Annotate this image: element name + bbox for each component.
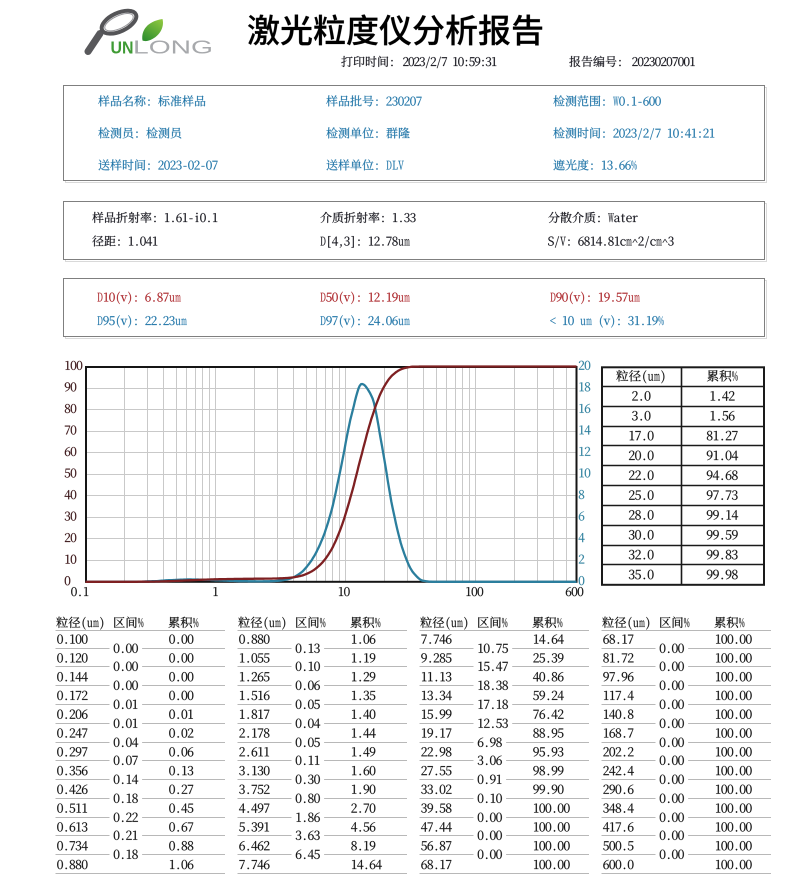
svg-text:LONG: LONG bbox=[133, 37, 213, 58]
svg-text:UN: UN bbox=[111, 38, 134, 58]
